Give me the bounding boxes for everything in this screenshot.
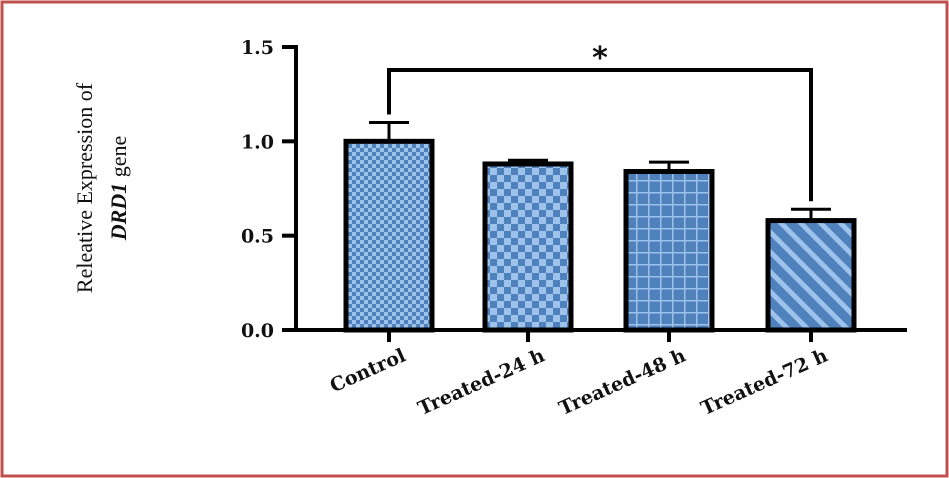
y-axis-label-gene: DRD1 [106,183,131,241]
x-category-label: Treated-48 h [556,344,689,420]
y-tick-label: 0.5 [241,226,274,248]
y-axis-label-line2: DRD1 gene [106,136,131,241]
y-axis-label-line1: Releative Expression of [72,82,97,293]
significance-bracket [389,70,811,201]
bar-treated-72-h [768,221,854,330]
significance-asterisk: * [592,41,608,76]
bar-treated-48-h [626,172,712,330]
x-category-label: Treated-72 h [698,344,831,420]
y-tick-label: 0.0 [241,320,274,342]
x-category-label: Control [327,344,409,397]
y-axis-label-suffix: gene [106,136,131,183]
bar-treated-24-h [485,164,571,330]
y-tick-label: 1.0 [241,131,274,153]
y-tick-label: 1.5 [241,37,274,59]
x-category-label: Treated-24 h [415,344,548,420]
bar-control [346,141,432,330]
